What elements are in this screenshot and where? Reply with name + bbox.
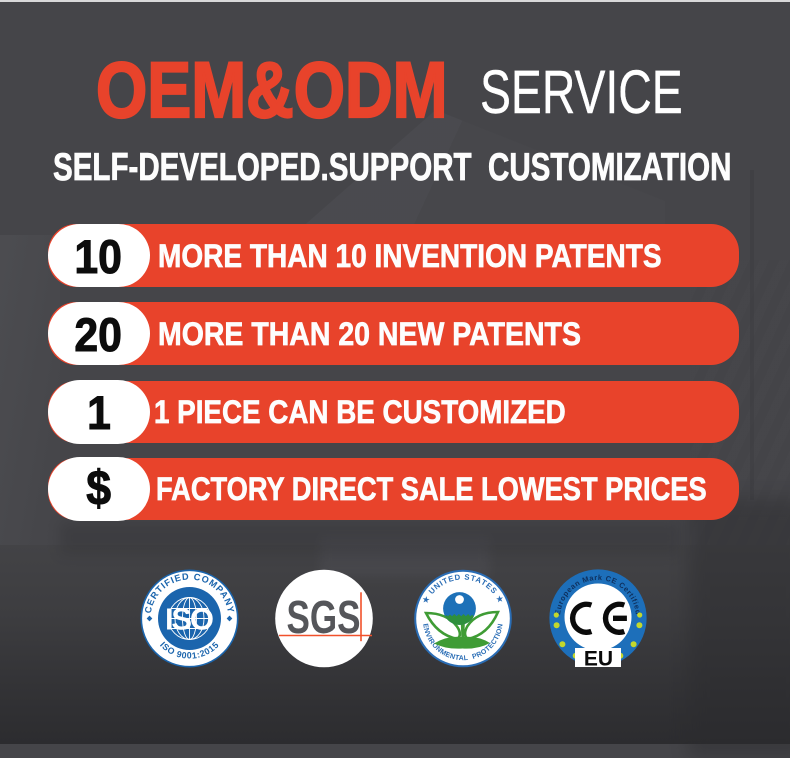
svg-text:EU: EU xyxy=(583,647,612,670)
svg-text:SGS: SGS xyxy=(287,591,361,643)
svg-text:ISO: ISO xyxy=(165,602,214,637)
